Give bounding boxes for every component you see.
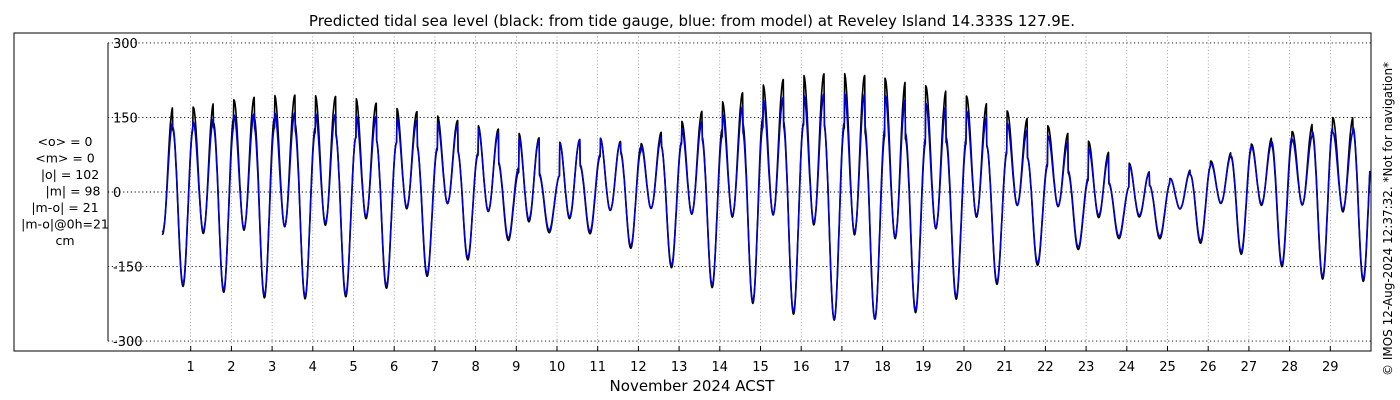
x-tick-label: 3 bbox=[268, 360, 276, 375]
x-tick-label: 21 bbox=[996, 360, 1013, 375]
x-tick-label: 24 bbox=[1119, 360, 1136, 375]
x-tick-label: 4 bbox=[309, 360, 317, 375]
stats-line: <o> = 0 bbox=[38, 134, 93, 149]
x-axis-label: November 2024 ACST bbox=[610, 377, 776, 395]
series-group bbox=[161, 72, 1371, 321]
x-tick-label: 1 bbox=[187, 360, 195, 375]
y-tick-label: 300 bbox=[113, 37, 138, 52]
series-line-model bbox=[161, 92, 1371, 321]
stats-line: |m-o|@0h=21 bbox=[21, 217, 109, 232]
x-tick-label: 5 bbox=[349, 360, 357, 375]
x-tick-label: 2 bbox=[227, 360, 235, 375]
stats-line: |m-o| = 21 bbox=[31, 200, 98, 215]
copyright-text: © IMOS 12-Aug-2024 12:37:32. *Not for na… bbox=[1381, 62, 1395, 376]
x-tick-label: 11 bbox=[589, 360, 606, 375]
x-tick-label: 7 bbox=[431, 360, 439, 375]
stats-line: |o| = 102 bbox=[41, 167, 99, 182]
chart-title: Predicted tidal sea level (black: from t… bbox=[309, 12, 1075, 30]
outer-frame bbox=[13, 32, 1372, 352]
x-tick-label: 28 bbox=[1281, 360, 1298, 375]
x-tick-label: 15 bbox=[752, 360, 769, 375]
y-tick-label: 0 bbox=[113, 186, 121, 201]
y-tick-label: -300 bbox=[113, 335, 143, 350]
x-tick-label: 19 bbox=[915, 360, 932, 375]
x-tick-label: 25 bbox=[1159, 360, 1176, 375]
x-tick-label: 12 bbox=[630, 360, 647, 375]
x-tick-label: 17 bbox=[834, 360, 851, 375]
stats-line: <m> = 0 bbox=[35, 151, 95, 166]
x-tick-label: 23 bbox=[1078, 360, 1095, 375]
x-tick-label: 8 bbox=[471, 360, 479, 375]
x-tick-label: 20 bbox=[956, 360, 973, 375]
x-tick-label: 18 bbox=[874, 360, 891, 375]
x-tick-label: 22 bbox=[1037, 360, 1054, 375]
y-tick-label: -150 bbox=[113, 261, 143, 276]
y-tick-label: 150 bbox=[113, 111, 138, 126]
stats-line: |m| = 98 bbox=[46, 184, 101, 199]
x-tick-label: 16 bbox=[793, 360, 810, 375]
gridlines bbox=[108, 33, 1371, 351]
x-tick-label: 27 bbox=[1241, 360, 1258, 375]
x-tick-label: 26 bbox=[1200, 360, 1217, 375]
stats-line: cm bbox=[55, 233, 74, 248]
x-tick-label: 14 bbox=[712, 360, 729, 375]
x-tick-label: 13 bbox=[671, 360, 688, 375]
x-tick-label: 9 bbox=[512, 360, 520, 375]
x-tick-label: 29 bbox=[1322, 360, 1339, 375]
y-axis: 300 150 0 -150 -300 bbox=[107, 37, 143, 350]
x-axis: 1 2 3 4 5 6 7 8 9 10 11 12 13 14 15 16 17 18 19 20 21 22 23 24 2… bbox=[187, 346, 1339, 375]
x-tick-label: 10 bbox=[549, 360, 566, 375]
x-tick-label: 6 bbox=[390, 360, 398, 375]
stats-box: <o> = 0 <m> = 0|o| = 102 |m| = 98|m-o| = 2… bbox=[21, 134, 109, 248]
